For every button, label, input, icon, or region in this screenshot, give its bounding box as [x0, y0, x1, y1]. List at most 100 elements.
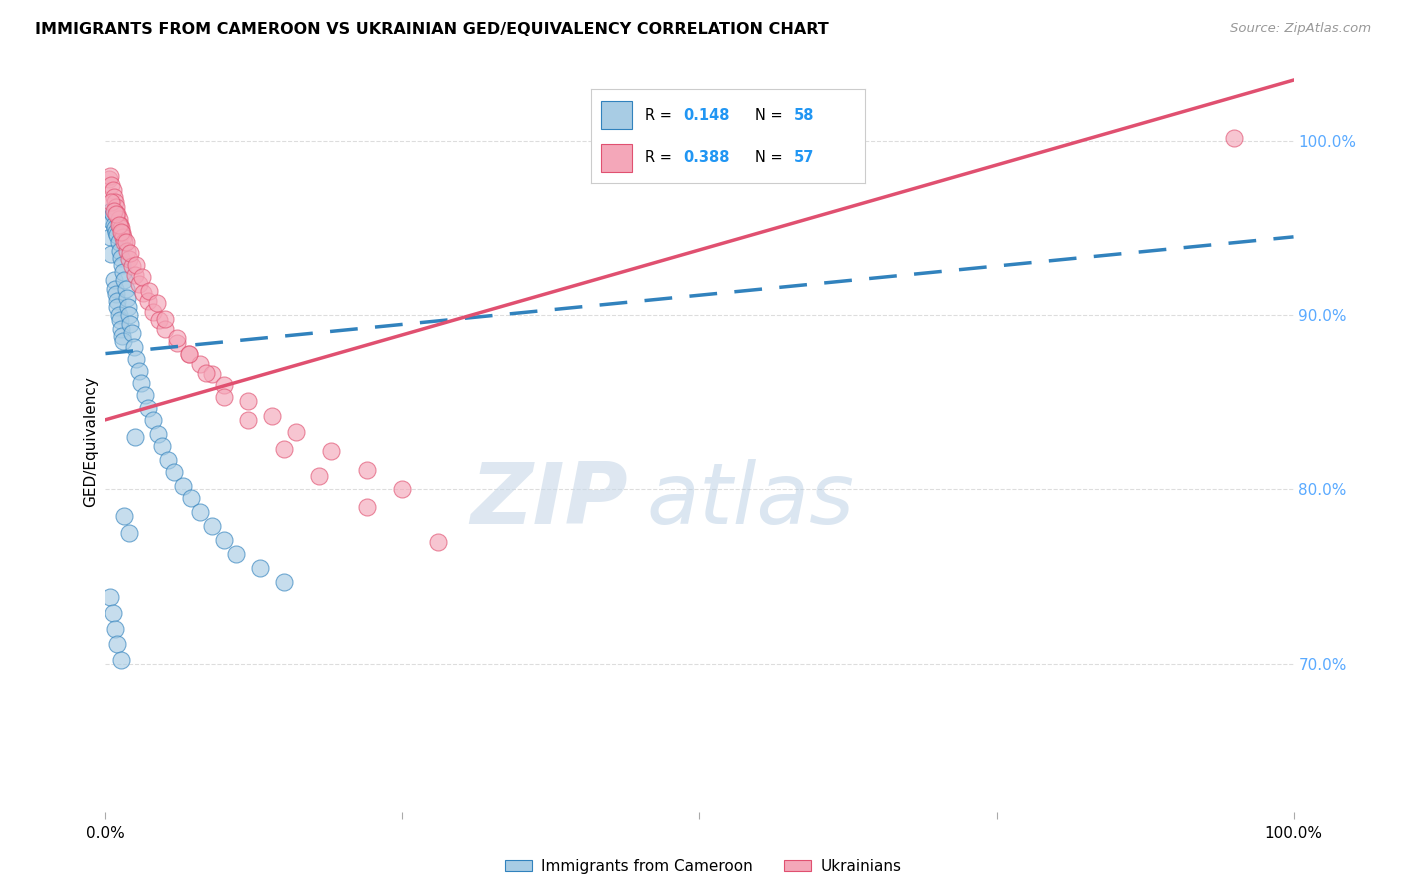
- Point: [128, 277, 150, 291]
- Point: [115, 244, 138, 258]
- Point: [172, 479, 194, 493]
- Point: [100, 194, 122, 209]
- Point: [105, 207, 128, 221]
- Point: [108, 218, 131, 232]
- Point: [115, 291, 138, 305]
- Point: [110, 225, 132, 239]
- Point: [114, 508, 136, 523]
- Text: IMMIGRANTS FROM CAMEROON VS UKRAINIAN GED/EQUIVALENCY CORRELATION CHART: IMMIGRANTS FROM CAMEROON VS UKRAINIAN GE…: [35, 22, 830, 37]
- Point: [125, 351, 148, 366]
- Point: [110, 221, 132, 235]
- Point: [105, 225, 128, 239]
- Point: [98, 169, 121, 183]
- Point: [105, 200, 128, 214]
- Point: [120, 317, 142, 331]
- Point: [134, 388, 156, 402]
- Point: [153, 311, 176, 326]
- Text: 0.148: 0.148: [683, 108, 730, 123]
- Point: [128, 364, 150, 378]
- Point: [105, 300, 128, 314]
- Y-axis label: GED/Equivalency: GED/Equivalency: [83, 376, 98, 507]
- Point: [190, 505, 212, 519]
- Point: [110, 322, 132, 336]
- Point: [146, 426, 169, 441]
- Point: [195, 366, 218, 380]
- Point: [114, 235, 136, 249]
- Point: [100, 178, 122, 192]
- Point: [391, 483, 413, 497]
- Point: [356, 463, 378, 477]
- Point: [105, 287, 128, 301]
- Legend: Immigrants from Cameroon, Ukrainians: Immigrants from Cameroon, Ukrainians: [499, 853, 907, 880]
- Point: [427, 534, 450, 549]
- Point: [121, 260, 143, 274]
- Point: [110, 653, 132, 667]
- Point: [112, 230, 135, 244]
- Point: [101, 606, 124, 620]
- Text: N =: N =: [755, 150, 787, 165]
- Point: [249, 561, 271, 575]
- Point: [114, 273, 136, 287]
- Point: [104, 194, 127, 209]
- Point: [142, 305, 165, 319]
- Point: [103, 203, 125, 218]
- Point: [148, 313, 170, 327]
- Point: [105, 207, 128, 221]
- Point: [214, 533, 236, 547]
- Point: [321, 444, 343, 458]
- Point: [131, 269, 153, 284]
- Point: [121, 326, 143, 340]
- Text: 0.388: 0.388: [683, 150, 730, 165]
- Point: [111, 227, 134, 241]
- Point: [180, 491, 202, 505]
- Text: 57: 57: [793, 150, 814, 165]
- Point: [166, 336, 188, 351]
- Point: [98, 230, 121, 244]
- Point: [98, 591, 121, 605]
- Point: [125, 258, 148, 272]
- Bar: [602, 144, 631, 171]
- Point: [273, 442, 295, 457]
- Point: [108, 313, 131, 327]
- Point: [114, 235, 136, 249]
- Point: [225, 547, 247, 561]
- Point: [104, 282, 127, 296]
- Text: ZIP: ZIP: [471, 459, 628, 542]
- Point: [132, 285, 155, 300]
- Point: [104, 622, 127, 636]
- Point: [136, 401, 159, 415]
- Text: 58: 58: [793, 108, 814, 123]
- Point: [177, 346, 200, 360]
- Point: [236, 413, 259, 427]
- Point: [100, 247, 122, 261]
- Text: atlas: atlas: [645, 459, 853, 542]
- Point: [124, 268, 146, 282]
- Point: [118, 526, 141, 541]
- Point: [120, 245, 142, 260]
- Text: N =: N =: [755, 108, 787, 123]
- Point: [136, 294, 159, 309]
- Point: [104, 221, 127, 235]
- Point: [111, 258, 134, 272]
- Point: [105, 228, 128, 243]
- Point: [101, 207, 124, 221]
- Point: [356, 500, 378, 514]
- Point: [145, 296, 167, 310]
- Point: [114, 282, 136, 296]
- Text: R =: R =: [645, 150, 676, 165]
- Point: [214, 390, 236, 404]
- Point: [105, 638, 128, 652]
- Point: [118, 252, 141, 267]
- Point: [101, 183, 124, 197]
- Point: [152, 439, 174, 453]
- Point: [142, 413, 165, 427]
- Point: [107, 235, 129, 249]
- Point: [122, 340, 145, 354]
- Point: [153, 322, 176, 336]
- Point: [107, 212, 129, 227]
- Point: [129, 376, 152, 391]
- Point: [107, 308, 129, 322]
- Point: [284, 425, 307, 439]
- Point: [236, 393, 259, 408]
- Bar: [602, 102, 631, 129]
